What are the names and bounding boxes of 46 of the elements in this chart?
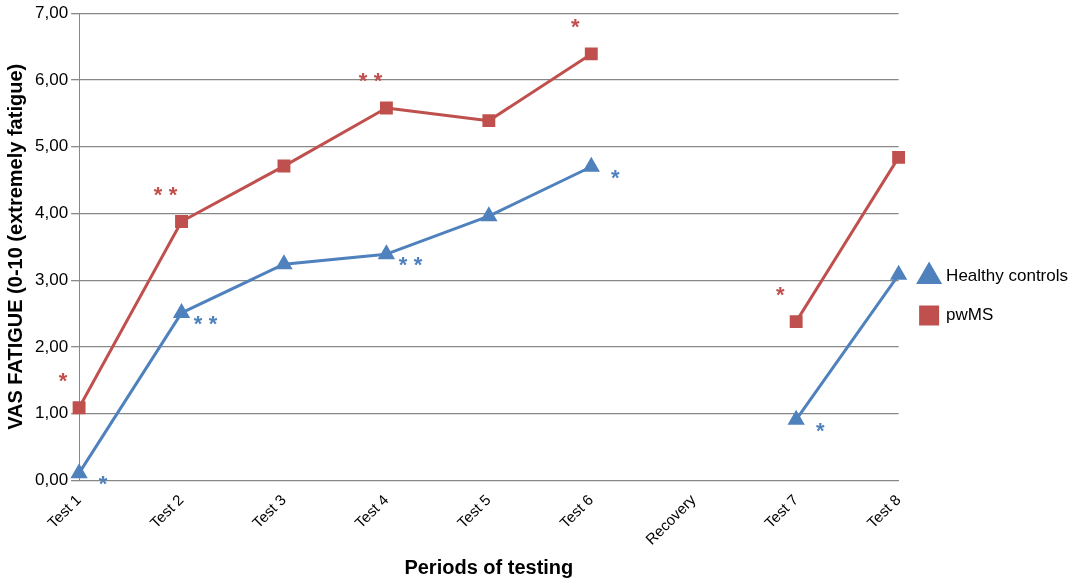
annotation: * <box>153 181 163 207</box>
point <box>584 47 598 61</box>
y-tick-label: 4,00 <box>34 203 69 223</box>
annotation: * <box>571 13 581 39</box>
annotation: * <box>815 417 825 443</box>
annotation: * <box>208 310 218 336</box>
y-axis-title: VAS FATIGUE (0-10 (extremely fatigue) <box>3 63 26 430</box>
point <box>788 411 804 425</box>
x-tick-label: Test 5 <box>453 490 494 532</box>
annotation: * <box>168 181 178 207</box>
y-tick-label: 7,00 <box>34 2 69 22</box>
y-tick-label: 1,00 <box>34 403 69 423</box>
legend-label: pwMS <box>946 305 994 325</box>
point <box>71 464 87 479</box>
y-tick-label: 6,00 <box>34 69 69 89</box>
point <box>379 101 393 115</box>
x-tick-label: Test 6 <box>556 490 597 532</box>
annotation: * <box>58 367 68 393</box>
point <box>277 159 291 173</box>
point <box>789 315 803 329</box>
y-tick-label: 3,00 <box>34 269 69 289</box>
x-axis-title: Periods of testing <box>404 555 574 578</box>
point <box>481 207 497 222</box>
y-tick-label: 2,00 <box>34 336 69 356</box>
point <box>276 255 292 270</box>
annotation: * <box>611 164 621 190</box>
x-tick-label: Test 8 <box>863 490 904 532</box>
point <box>378 245 394 260</box>
point <box>173 304 190 318</box>
annotation: * <box>398 252 408 278</box>
point <box>482 114 496 128</box>
y-tick-label: 5,00 <box>34 136 69 156</box>
x-tick-label: Test 3 <box>248 490 290 532</box>
x-tick-label: Test 4 <box>351 490 392 532</box>
annotation: * <box>775 281 785 307</box>
annotation: * <box>413 252 423 278</box>
point <box>583 158 599 172</box>
point <box>175 215 188 228</box>
x-tick-label: Test 2 <box>146 490 187 532</box>
point <box>891 266 907 280</box>
point <box>892 150 906 164</box>
y-tick-label: 0,00 <box>34 470 69 490</box>
x-tick-label: Test 1 <box>43 490 85 532</box>
legend-label: Healthy controls <box>946 266 1068 286</box>
x-tick-label: Test 7 <box>760 490 802 532</box>
annotation: * <box>193 310 203 336</box>
